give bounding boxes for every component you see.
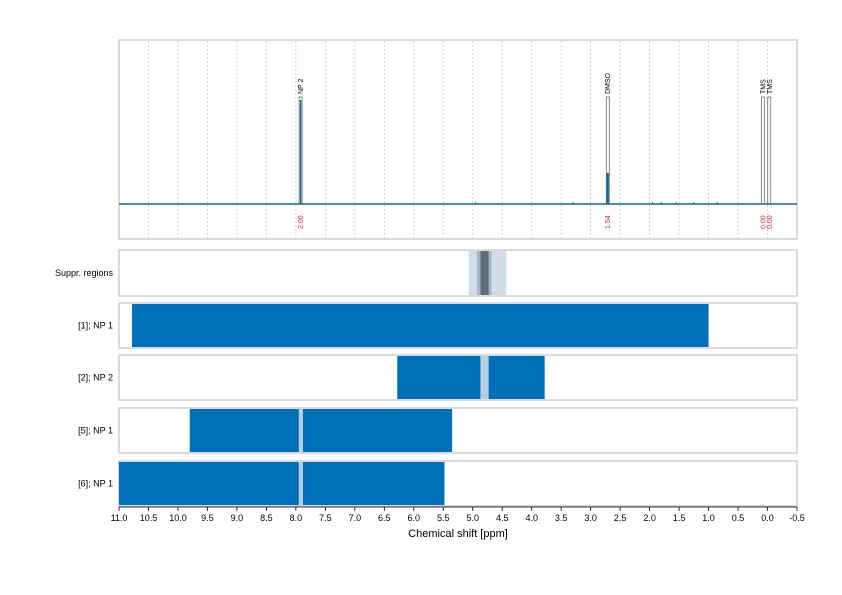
x-tick-label: 2.5 (614, 513, 627, 523)
peak-integral: 2.00 (298, 215, 305, 229)
region-bar (131, 304, 709, 347)
x-axis: 11.0 10.5 10.0 9.5 9.0 8.5 8.0 7.5 7.0 6.5 6.0 5.5 5… (111, 506, 805, 523)
suppression-inner (480, 251, 489, 295)
peak-label: NP 2 (298, 78, 305, 94)
x-tick-label: 7.5 (319, 513, 332, 523)
peak-label: DMSO (605, 72, 612, 94)
region-bar (119, 462, 445, 505)
suppression-panel-frame (118, 249, 798, 297)
x-tick-label: 10.0 (169, 513, 187, 523)
region-row-label: [6]; NP 1 (78, 479, 113, 489)
region-row-label: [2]; NP 2 (78, 373, 113, 383)
region-row-label: [5]; NP 1 (78, 426, 113, 436)
spectrum-panel-frame (118, 39, 798, 240)
x-tick-label: 0.0 (761, 513, 774, 523)
x-tick-label: 9.0 (231, 513, 244, 523)
x-tick-label: 2.0 (643, 513, 656, 523)
x-tick-label: 5.0 (466, 513, 479, 523)
peak-label: TMS (760, 79, 767, 94)
region-row: [1]; NP 1 (78, 302, 798, 349)
region-gap (298, 409, 303, 452)
x-tick-label: 0.5 (732, 513, 745, 523)
region-gap (480, 356, 489, 399)
x-tick-label: 3.5 (555, 513, 568, 523)
region-gap (298, 462, 303, 505)
x-tick-label: 10.5 (140, 513, 158, 523)
x-tick-label: 1.5 (673, 513, 686, 523)
x-tick-label: 4.0 (525, 513, 538, 523)
region-bar (397, 356, 545, 399)
x-tick-label: 1.0 (702, 513, 715, 523)
x-axis-title: Chemical shift [ppm] (408, 528, 508, 540)
spectrum-panel: NP 2 2.00 DMSO 1.54 TMS 0.00 TMS 0.00 (118, 39, 798, 240)
x-tick-label: -0.5 (789, 513, 805, 523)
peak-box (760, 96, 765, 205)
x-tick-label: 8.0 (290, 513, 303, 523)
region-row-label: [1]; NP 1 (78, 321, 113, 331)
x-tick-label: 8.5 (260, 513, 273, 523)
x-tick-label: 7.0 (349, 513, 362, 523)
peak-integral: 1.54 (605, 215, 612, 229)
x-tick-label: 4.5 (496, 513, 509, 523)
peak-box (767, 96, 772, 205)
x-tick-label: 5.5 (437, 513, 450, 523)
x-tick-label: 3.0 (584, 513, 597, 523)
region-row: [5]; NP 1 (78, 407, 798, 454)
peak-label: TMS (767, 79, 774, 94)
region-row: [6]; NP 1 (78, 460, 798, 507)
suppression-row-label: Suppr. regions (55, 268, 114, 278)
region-row: [2]; NP 2 (78, 354, 798, 401)
x-tick-label: 9.5 (201, 513, 214, 523)
peak-integral: 0.00 (760, 215, 767, 229)
peak-integral: 0.00 (767, 215, 774, 229)
region-bar (189, 409, 453, 452)
x-tick-label: 6.0 (408, 513, 421, 523)
x-tick-label: 6.5 (378, 513, 391, 523)
suppression-panel: Suppr. regions (55, 249, 798, 297)
x-tick-label: 11.0 (111, 513, 128, 523)
